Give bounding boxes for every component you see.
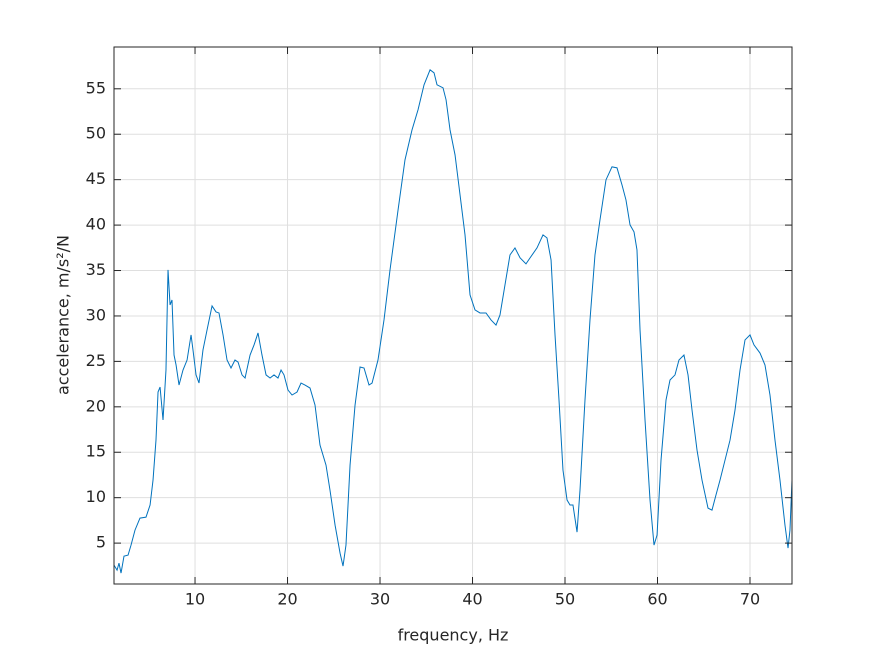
- y-axis-label: accelerance, m/s²/N: [54, 235, 73, 395]
- y-tick-label: 30: [86, 305, 106, 324]
- x-tick-label: 10: [185, 590, 205, 609]
- y-tick-label: 40: [86, 215, 106, 234]
- y-tick-label: 5: [96, 533, 106, 552]
- y-tick-label: 20: [86, 396, 106, 415]
- x-axis-label: frequency, Hz: [398, 626, 509, 645]
- x-tick-label: 60: [647, 590, 667, 609]
- y-tick-label: 35: [86, 260, 106, 279]
- y-tick-label: 15: [86, 442, 106, 461]
- y-tick-label: 25: [86, 351, 106, 370]
- y-tick-label: 55: [86, 78, 106, 97]
- x-tick-label: 70: [740, 590, 760, 609]
- y-tick-label: 10: [86, 487, 106, 506]
- x-tick-label: 40: [462, 590, 482, 609]
- y-tick-label: 45: [86, 169, 106, 188]
- x-tick-label: 30: [370, 590, 390, 609]
- data-line: [114, 69, 792, 574]
- y-tick-label: 50: [86, 124, 106, 143]
- x-tick-label: 50: [555, 590, 575, 609]
- x-tick-label: 20: [277, 590, 297, 609]
